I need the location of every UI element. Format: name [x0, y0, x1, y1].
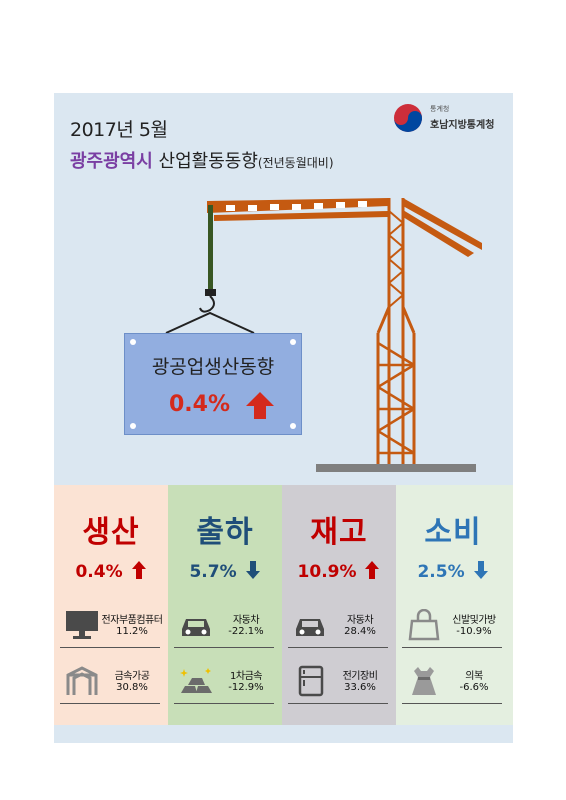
card-value: 10.9% — [282, 560, 396, 582]
item-name: 1차금속 — [230, 671, 262, 682]
down-arrow-icon — [473, 561, 488, 579]
card-value: 0.4% — [54, 560, 168, 582]
item-electrical-equipment: 전기장비 33.6% — [288, 661, 392, 701]
indicator-cards: 생산 0.4% 전자부품컴퓨터 11.2% 금속가공 30.8% — [54, 485, 513, 725]
divider — [402, 703, 502, 704]
item-name: 자동차 — [346, 615, 374, 626]
card-value-text: 0.4% — [75, 562, 123, 582]
taegeuk-emblem-icon — [394, 104, 422, 132]
down-arrow-icon — [245, 561, 260, 579]
infographic-poster: 2017년 5월 광주광역시 산업활동동향(전년동월대비) 통계청 호남지방통계… — [54, 93, 513, 743]
sign-value: 0.4% — [169, 392, 231, 417]
card-inventory: 재고 10.9% 자동차 28.4% 전기장비 33.6% — [282, 485, 396, 725]
item-electronics: 전자부품컴퓨터 11.2% — [60, 605, 164, 645]
report-title: 광주광역시 산업활동동향(전년동월대비) — [70, 147, 334, 173]
divider — [288, 647, 388, 648]
divider — [60, 703, 160, 704]
card-value-text: 5.7% — [189, 562, 237, 582]
up-arrow-icon — [365, 561, 380, 579]
item-primary-metal: 1차금속 -12.9% — [174, 661, 278, 701]
agency-name: 호남지방통계청 — [430, 120, 495, 131]
item-name: 금속가공 — [114, 671, 150, 682]
card-value-text: 10.9% — [297, 562, 357, 582]
crane-illustration — [165, 198, 482, 472]
card-title: 소비 — [424, 515, 482, 550]
metal-frame-icon — [66, 666, 98, 695]
item-percent: -22.1% — [228, 626, 264, 637]
report-topic: 산업활동동향 — [158, 151, 258, 172]
item-percent: 33.6% — [344, 682, 376, 693]
item-percent: 30.8% — [116, 682, 148, 693]
gold-bars-icon — [180, 668, 212, 693]
item-percent: 11.2% — [116, 626, 148, 637]
handbag-icon — [408, 609, 440, 641]
car-icon — [182, 619, 210, 636]
mining-manufacturing-sign: 광공업생산동향 0.4% — [124, 333, 302, 435]
item-name: 의복 — [465, 671, 483, 682]
comparison-note: (전년동월대비) — [257, 156, 334, 170]
item-name: 전자부품컴퓨터 — [101, 615, 163, 626]
sign-label: 광공업생산동향 — [151, 356, 275, 378]
monitor-icon — [66, 611, 98, 639]
card-title: 생산 — [82, 515, 140, 550]
item-metal: 금속가공 30.8% — [60, 661, 164, 701]
card-production: 생산 0.4% 전자부품컴퓨터 11.2% 금속가공 30.8% — [54, 485, 168, 725]
item-percent: 28.4% — [344, 626, 376, 637]
item-automobile: 자동차 -22.1% — [174, 605, 278, 645]
card-title: 출하 — [196, 515, 254, 550]
refrigerator-icon — [298, 665, 324, 697]
item-percent: -12.9% — [228, 682, 264, 693]
divider — [402, 647, 502, 648]
agency-logo: 통계청 호남지방통계청 — [392, 102, 502, 134]
logo-small-text: 통계청 — [430, 105, 450, 113]
card-title: 재고 — [310, 515, 368, 550]
item-percent: -10.9% — [456, 626, 492, 637]
card-value-text: 2.5% — [417, 562, 465, 582]
item-shoes-bags: 신발및가방 -10.9% — [402, 605, 506, 645]
card-consumption: 소비 2.5% 신발및가방 -10.9% 의복 -6.6% — [396, 485, 513, 725]
card-value: 5.7% — [168, 560, 282, 582]
divider — [60, 647, 160, 648]
divider — [288, 703, 388, 704]
card-shipment: 출하 5.7% 자동차 -22.1% 1차금속 -12.9% — [168, 485, 282, 725]
car-icon — [296, 619, 324, 636]
item-name: 자동차 — [232, 615, 260, 626]
divider — [174, 647, 274, 648]
city-name: 광주광역시 — [70, 151, 153, 172]
item-name: 전기장비 — [342, 671, 378, 682]
header-section: 2017년 5월 광주광역시 산업활동동향(전년동월대비) 통계청 호남지방통계… — [54, 93, 513, 485]
divider — [174, 703, 274, 704]
card-value: 2.5% — [396, 560, 510, 582]
footer-band — [54, 725, 513, 743]
up-arrow-icon — [246, 392, 274, 419]
dress-icon — [412, 667, 436, 695]
item-percent: -6.6% — [459, 682, 489, 693]
report-date: 2017년 5월 — [70, 119, 168, 141]
item-name: 신발및가방 — [452, 615, 496, 626]
item-automobile: 자동차 28.4% — [288, 605, 392, 645]
up-arrow-icon — [131, 561, 146, 579]
item-clothing: 의복 -6.6% — [402, 661, 506, 701]
